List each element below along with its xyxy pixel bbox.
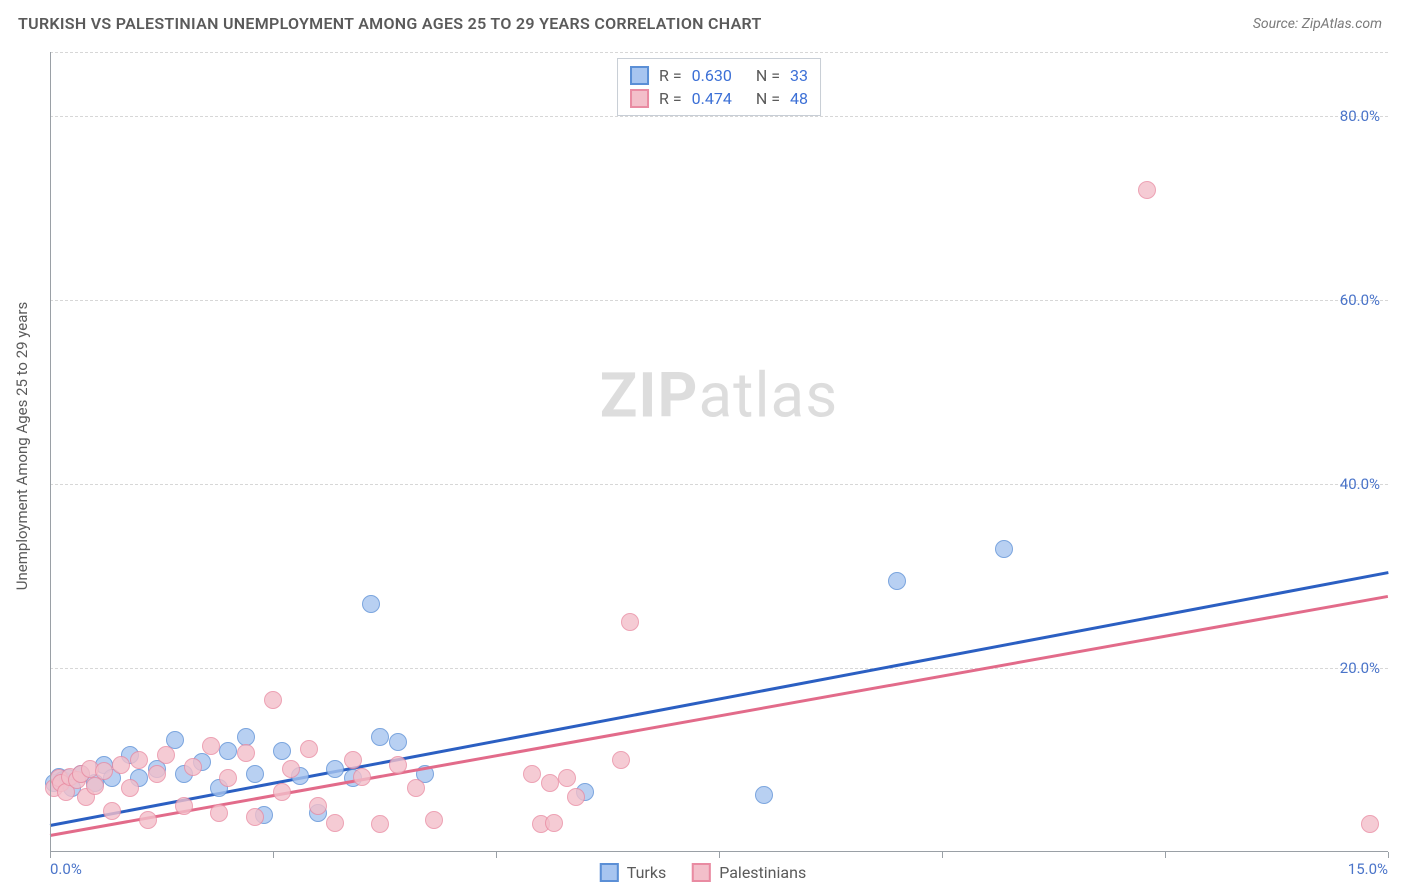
stat-n-label: N = (756, 66, 780, 85)
data-point-palestinians (300, 740, 318, 758)
x-axis-line (50, 851, 1388, 852)
data-point-palestinians (264, 691, 282, 709)
chart-title: TURKISH VS PALESTINIAN UNEMPLOYMENT AMON… (18, 14, 762, 33)
grid-line (50, 116, 1388, 117)
trend-line-palestinians (50, 595, 1388, 837)
data-point-palestinians (273, 783, 291, 801)
data-point-palestinians (621, 613, 639, 631)
x-tick (942, 852, 943, 858)
data-point-turks (755, 786, 773, 804)
data-point-palestinians (210, 804, 228, 822)
trend-line-turks (50, 572, 1388, 827)
data-point-palestinians (567, 788, 585, 806)
data-point-palestinians (112, 756, 130, 774)
x-tick (50, 852, 51, 858)
data-point-turks (371, 728, 389, 746)
data-point-palestinians (1138, 181, 1156, 199)
series-legend: Turks Palestinians (600, 863, 806, 882)
stat-n-value: 48 (790, 89, 808, 108)
grid-line (50, 300, 1388, 301)
x-tick-label: 15.0% (1348, 860, 1388, 878)
legend-label: Turks (627, 863, 666, 882)
data-point-palestinians (425, 811, 443, 829)
y-tick-label: 40.0% (1340, 475, 1380, 493)
data-point-palestinians (139, 811, 157, 829)
stat-r-label: R = (659, 66, 682, 85)
data-point-palestinians (246, 808, 264, 826)
data-point-palestinians (389, 756, 407, 774)
stat-r-value: 0.630 (692, 66, 732, 85)
data-point-palestinians (309, 797, 327, 815)
legend-label: Palestinians (719, 863, 806, 882)
y-tick-label: 20.0% (1340, 659, 1380, 677)
data-point-palestinians (282, 760, 300, 778)
grid-line (50, 668, 1388, 669)
data-point-turks (273, 742, 291, 760)
data-point-turks (389, 733, 407, 751)
x-tick (1388, 852, 1389, 858)
data-point-turks (362, 595, 380, 613)
data-point-palestinians (219, 769, 237, 787)
stats-legend: R = 0.630 N = 33 R = 0.474 N = 48 (617, 58, 821, 116)
y-axis-line (50, 52, 51, 852)
data-point-palestinians (121, 779, 139, 797)
data-point-palestinians (130, 751, 148, 769)
data-point-palestinians (545, 814, 563, 832)
data-point-palestinians (371, 815, 389, 833)
data-point-palestinians (95, 762, 113, 780)
data-point-turks (219, 742, 237, 760)
x-tick-label: 0.0% (50, 860, 82, 878)
y-axis-label: Unemployment Among Ages 25 to 29 years (13, 302, 31, 590)
x-tick (1165, 852, 1166, 858)
data-point-palestinians (184, 758, 202, 776)
data-point-palestinians (353, 768, 371, 786)
data-point-turks (326, 760, 344, 778)
data-point-palestinians (344, 751, 362, 769)
data-point-turks (888, 572, 906, 590)
legend-swatch-turks (600, 863, 619, 882)
data-point-palestinians (1361, 815, 1379, 833)
chart-plot-area: 20.0%40.0%60.0%80.0%0.0%15.0% ZIPatlas R… (50, 52, 1388, 852)
stats-row-palestinians: R = 0.474 N = 48 (630, 87, 808, 110)
data-point-palestinians (541, 774, 559, 792)
data-point-palestinians (523, 765, 541, 783)
stats-row-turks: R = 0.630 N = 33 (630, 64, 808, 87)
data-point-palestinians (157, 746, 175, 764)
data-point-palestinians (558, 769, 576, 787)
stat-r-label: R = (659, 89, 682, 108)
legend-item-turks: Turks (600, 863, 666, 882)
x-tick (496, 852, 497, 858)
swatch-palestinians (630, 89, 649, 108)
data-point-turks (995, 540, 1013, 558)
data-point-palestinians (148, 765, 166, 783)
stat-n-value: 33 (790, 66, 808, 85)
grid-line (50, 52, 1388, 53)
x-tick (719, 852, 720, 858)
data-point-turks (246, 765, 264, 783)
data-point-palestinians (103, 802, 121, 820)
data-point-palestinians (202, 737, 220, 755)
data-point-palestinians (407, 779, 425, 797)
swatch-turks (630, 66, 649, 85)
legend-swatch-palestinians (692, 863, 711, 882)
data-point-palestinians (175, 797, 193, 815)
stat-r-value: 0.474 (692, 89, 732, 108)
source-attribution: Source: ZipAtlas.com (1253, 16, 1382, 32)
data-point-palestinians (612, 751, 630, 769)
data-point-palestinians (326, 814, 344, 832)
y-tick-label: 60.0% (1340, 291, 1380, 309)
x-tick (273, 852, 274, 858)
y-tick-label: 80.0% (1340, 107, 1380, 125)
grid-line (50, 484, 1388, 485)
data-point-palestinians (237, 744, 255, 762)
stat-n-label: N = (756, 89, 780, 108)
legend-item-palestinians: Palestinians (692, 863, 806, 882)
